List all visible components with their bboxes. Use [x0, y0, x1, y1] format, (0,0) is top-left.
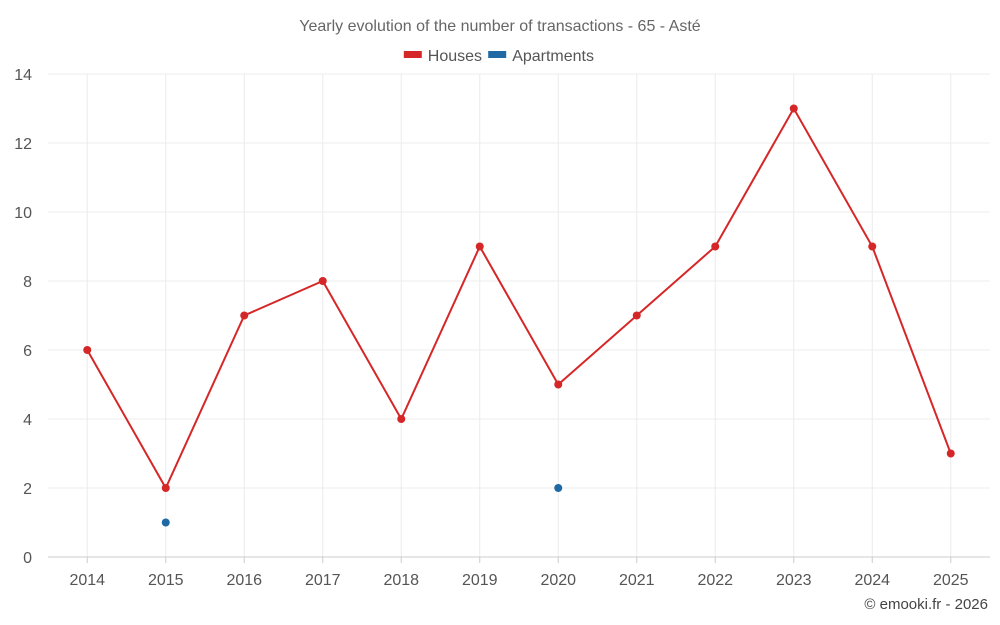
- x-tick-label: 2017: [305, 572, 341, 589]
- series-line-houses: [86, 106, 952, 491]
- y-tick-label: 14: [14, 67, 32, 84]
- y-tick-label: 6: [23, 343, 32, 360]
- data-point-apartments: [554, 484, 563, 492]
- x-tick-label: 2020: [540, 572, 576, 589]
- y-tick-label: 10: [14, 205, 32, 222]
- data-point-houses: [711, 242, 720, 251]
- legend-item-apartments[interactable]: Apartments: [488, 48, 594, 65]
- y-tick-label: 2: [23, 481, 32, 498]
- data-point-houses: [789, 104, 798, 113]
- data-point-houses: [318, 277, 327, 285]
- y-axis: 0 2 4 6 8 10 12 14: [14, 67, 32, 567]
- data-point-apartments: [161, 518, 170, 527]
- data-point-houses: [83, 346, 92, 354]
- legend-label: Apartments: [512, 48, 594, 65]
- x-tick-label: 2023: [776, 572, 812, 589]
- credit-text: © emooki.fr - 2026: [864, 596, 988, 613]
- legend-label: Houses: [428, 48, 482, 65]
- data-point-houses: [946, 449, 955, 458]
- data-point-houses: [632, 311, 641, 320]
- series-houses: [83, 104, 955, 492]
- legend-swatch: [488, 51, 507, 58]
- series-layer: [83, 104, 955, 527]
- x-tick-label: 2015: [148, 572, 184, 589]
- data-point-houses: [554, 380, 563, 389]
- x-tick-label: 2018: [383, 572, 419, 589]
- x-tick-label: 2022: [697, 572, 733, 589]
- data-point-houses: [240, 311, 249, 320]
- data-point-houses: [397, 415, 406, 423]
- x-tick-label: 2021: [619, 572, 655, 589]
- chart-title: Yearly evolution of the number of transa…: [299, 18, 701, 35]
- x-tick-label: 2019: [462, 572, 498, 589]
- y-tick-label: 0: [23, 550, 32, 567]
- x-tick-label: 2016: [226, 572, 262, 589]
- y-tick-label: 8: [23, 274, 32, 291]
- y-tick-label: 12: [14, 136, 32, 153]
- x-tick-label: 2024: [854, 572, 890, 589]
- legend[interactable]: Houses Apartments: [403, 48, 594, 65]
- data-point-houses: [868, 242, 877, 251]
- y-tick-label: 4: [23, 412, 32, 429]
- data-point-houses: [475, 242, 484, 251]
- grid: [48, 73, 990, 557]
- x-tick-label: 2025: [933, 572, 969, 589]
- series-apartments: [161, 484, 563, 527]
- x-tick-label: 2014: [69, 572, 105, 589]
- x-axis: 2014 2015 2016 2017 2018 2019 2020 2021 2022 2023…: [48, 556, 990, 589]
- legend-swatch: [403, 51, 422, 58]
- legend-item-houses[interactable]: Houses: [403, 48, 482, 65]
- data-point-houses: [161, 484, 170, 492]
